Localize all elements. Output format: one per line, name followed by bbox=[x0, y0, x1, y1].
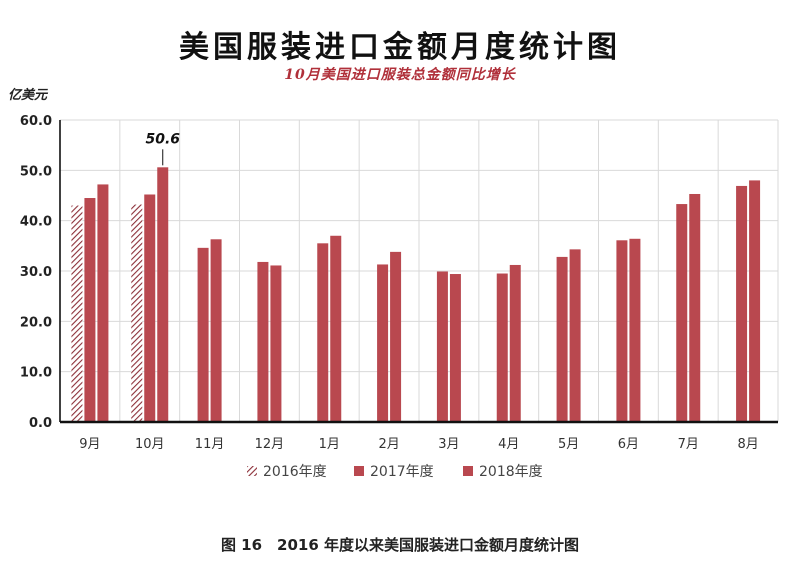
data-label: 50.6 bbox=[145, 131, 180, 147]
y-tick-label: 10.0 bbox=[20, 366, 52, 381]
bar-solid bbox=[390, 251, 402, 422]
x-tick-label: 2月 bbox=[378, 437, 399, 452]
bar-solid bbox=[616, 240, 628, 422]
bar-solid bbox=[84, 198, 96, 422]
x-tick-label: 9月 bbox=[79, 437, 100, 452]
figure-caption: 图 16 2016 年度以来美国服装进口金额月度统计图 bbox=[220, 536, 580, 554]
y-tick-label: 40.0 bbox=[20, 215, 52, 230]
y-tick-label: 0.0 bbox=[29, 416, 52, 431]
x-tick-label: 4月 bbox=[498, 437, 519, 452]
x-tick-label: 6月 bbox=[618, 437, 639, 452]
bar-solid bbox=[317, 243, 329, 422]
bar-solid bbox=[736, 185, 748, 422]
bar-solid bbox=[629, 238, 641, 422]
bar-solid bbox=[449, 274, 461, 422]
bar-solid bbox=[97, 184, 109, 422]
x-tick-label: 11月 bbox=[195, 437, 225, 452]
y-tick-label: 60.0 bbox=[20, 114, 52, 129]
bar-solid bbox=[676, 204, 688, 422]
bar-solid bbox=[749, 180, 761, 422]
bar-hatched bbox=[71, 205, 83, 422]
legend-label: 2017年度 bbox=[370, 464, 434, 480]
bar-solid bbox=[330, 235, 342, 422]
chart-subtitle: 10月美国进口服装总金额同比增长 bbox=[284, 67, 516, 83]
legend-swatch bbox=[463, 466, 473, 476]
x-tick-label: 12月 bbox=[255, 437, 285, 452]
bar-solid bbox=[509, 264, 521, 422]
bar-solid bbox=[210, 239, 222, 422]
x-tick-label: 3月 bbox=[438, 437, 459, 452]
chart-title: 美国服装进口金额月度统计图 bbox=[179, 30, 621, 65]
bar-hatched bbox=[131, 204, 143, 422]
bar-solid bbox=[257, 261, 269, 422]
bar-solid bbox=[197, 247, 209, 422]
bar-solid bbox=[689, 193, 701, 422]
y-axis-unit-label: 亿美元 bbox=[8, 88, 48, 103]
bar-solid bbox=[377, 264, 389, 422]
bar-solid bbox=[496, 273, 508, 422]
bar-solid bbox=[556, 256, 568, 422]
y-tick-label: 30.0 bbox=[20, 265, 52, 280]
bar-solid bbox=[270, 265, 282, 422]
y-tick-label: 20.0 bbox=[20, 315, 52, 330]
y-tick-label: 50.0 bbox=[20, 164, 52, 179]
legend-label: 2016年度 bbox=[263, 464, 327, 480]
x-tick-label: 1月 bbox=[319, 437, 340, 452]
legend-label: 2018年度 bbox=[479, 464, 543, 480]
bar-solid bbox=[157, 167, 169, 422]
x-tick-label: 5月 bbox=[558, 437, 579, 452]
bar-solid bbox=[569, 249, 581, 422]
legend-swatch bbox=[354, 466, 364, 476]
bar-solid bbox=[436, 271, 448, 422]
x-tick-label: 8月 bbox=[737, 437, 758, 452]
x-tick-label: 7月 bbox=[678, 437, 699, 452]
x-tick-label: 10月 bbox=[135, 437, 165, 452]
bar-solid bbox=[144, 194, 156, 422]
legend-swatch bbox=[247, 466, 257, 476]
